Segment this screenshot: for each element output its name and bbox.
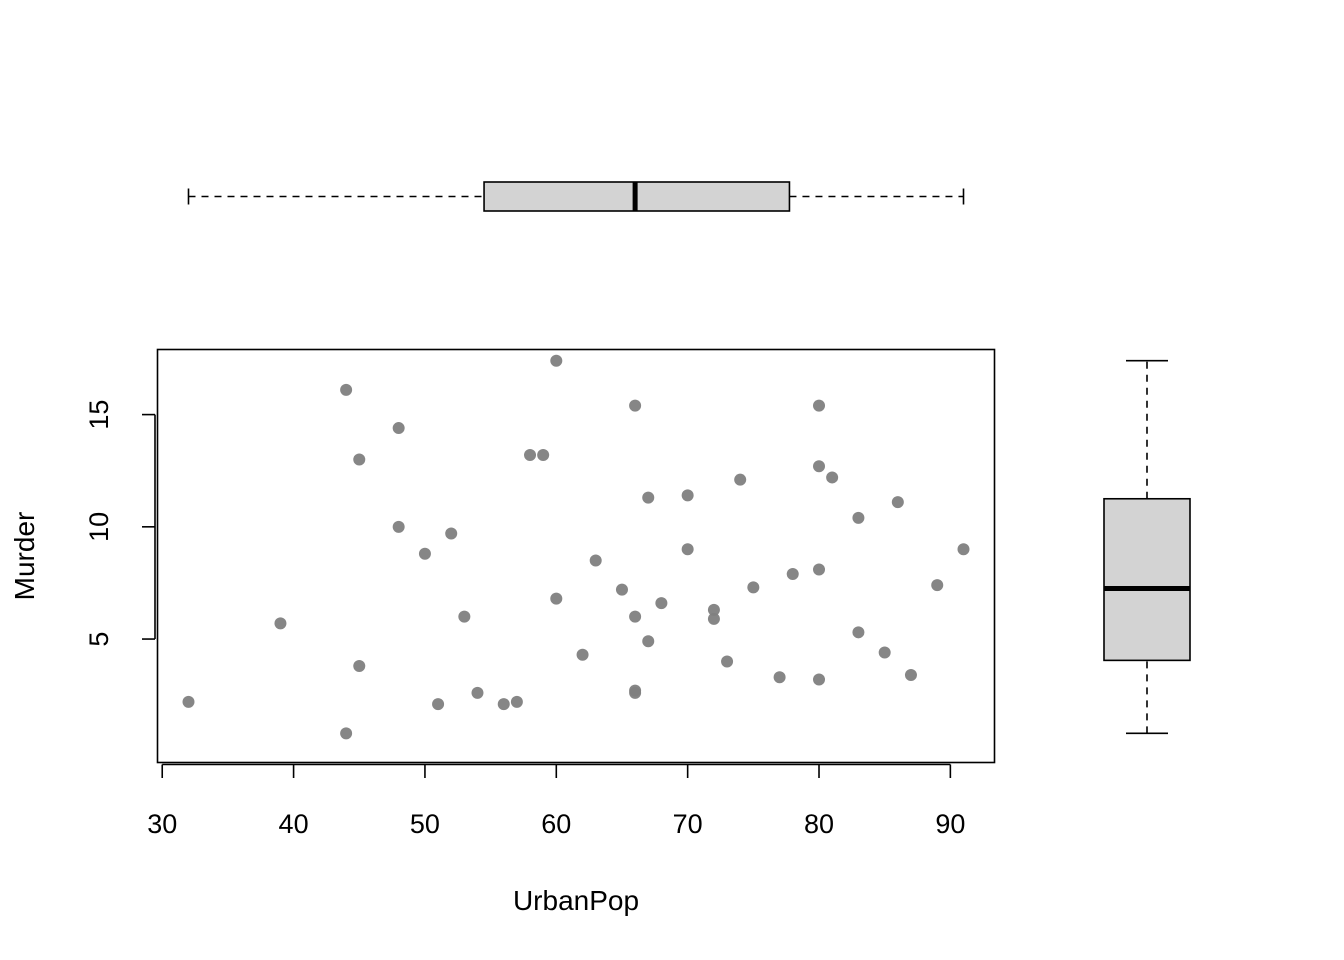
x-tick-label: 70 xyxy=(673,809,703,839)
scatter-points xyxy=(182,354,970,740)
data-point xyxy=(550,592,563,605)
x-tick-label: 30 xyxy=(147,809,177,839)
data-point xyxy=(931,579,944,592)
data-point xyxy=(353,659,366,672)
data-point xyxy=(629,610,642,623)
data-point xyxy=(458,610,471,623)
data-point xyxy=(852,511,865,524)
data-point xyxy=(904,668,917,681)
data-point xyxy=(445,527,458,540)
data-point xyxy=(550,354,563,367)
data-point xyxy=(432,698,445,711)
data-point xyxy=(707,612,720,625)
data-point xyxy=(418,547,431,560)
data-point xyxy=(773,671,786,684)
x-axis: 30 40 50 60 70 80 90 xyxy=(147,763,965,839)
data-point xyxy=(878,646,891,659)
data-point xyxy=(681,543,694,556)
y-tick-label: 5 xyxy=(84,632,114,647)
y-box-iqr xyxy=(1103,497,1191,662)
data-point xyxy=(537,448,550,461)
data-point xyxy=(497,698,510,711)
data-point xyxy=(392,520,405,533)
data-point xyxy=(524,448,537,461)
data-point xyxy=(957,543,970,556)
data-point xyxy=(813,399,826,412)
data-point xyxy=(642,635,655,648)
x-axis-title: UrbanPop xyxy=(513,885,639,916)
y-axis-title: Murder xyxy=(9,512,40,601)
data-point xyxy=(182,695,195,708)
x-tick-label: 60 xyxy=(541,809,571,839)
data-point xyxy=(655,597,668,610)
y-tick-label: 10 xyxy=(84,512,114,542)
x-tick-label: 80 xyxy=(804,809,834,839)
data-point xyxy=(813,460,826,473)
x-tick-label: 90 xyxy=(935,809,965,839)
y-axis: 5 10 15 xyxy=(84,400,156,647)
data-point xyxy=(615,583,628,596)
data-point xyxy=(576,648,589,661)
data-point xyxy=(786,567,799,580)
data-point xyxy=(813,673,826,686)
data-point xyxy=(471,686,484,699)
data-point xyxy=(340,727,353,740)
data-point xyxy=(747,581,760,594)
data-point xyxy=(826,471,839,484)
data-point xyxy=(813,563,826,576)
data-point xyxy=(629,686,642,699)
data-point xyxy=(629,399,642,412)
data-point xyxy=(642,491,655,504)
data-point xyxy=(510,695,523,708)
data-point xyxy=(721,655,734,668)
data-point xyxy=(274,617,287,630)
y-tick-label: 15 xyxy=(84,400,114,430)
x-tick-label: 40 xyxy=(279,809,309,839)
data-point xyxy=(392,422,405,435)
data-point xyxy=(707,603,720,616)
data-point xyxy=(891,496,904,509)
plot-frame xyxy=(156,348,996,764)
data-point xyxy=(353,453,366,466)
x-marginal-boxplot xyxy=(187,181,965,212)
data-point xyxy=(852,626,865,639)
y-marginal-boxplot xyxy=(1103,359,1191,735)
data-point xyxy=(340,383,353,396)
data-point xyxy=(734,473,747,486)
x-tick-label: 50 xyxy=(410,809,440,839)
data-point xyxy=(681,489,694,502)
data-point xyxy=(589,554,602,567)
